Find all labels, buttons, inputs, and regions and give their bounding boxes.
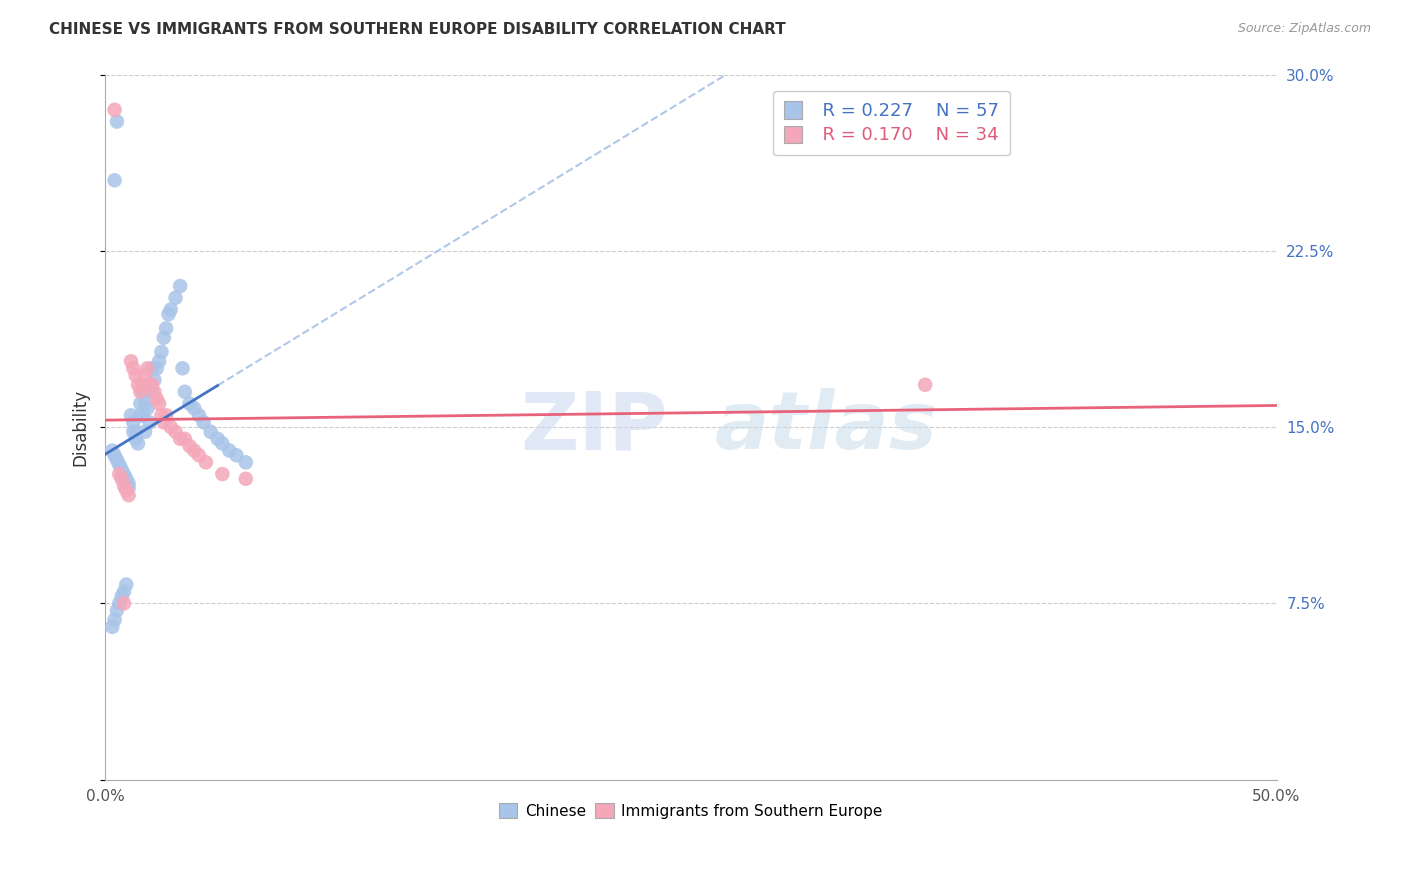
- Y-axis label: Disability: Disability: [72, 389, 89, 466]
- Point: [136, 384, 159, 399]
- Point: [172, 361, 194, 376]
- Point: [187, 409, 209, 423]
- Point: [194, 455, 217, 469]
- Point: [169, 279, 191, 293]
- Point: [108, 596, 131, 610]
- Point: [914, 377, 936, 392]
- Point: [235, 472, 257, 486]
- Point: [138, 416, 160, 430]
- Point: [122, 425, 145, 439]
- Point: [155, 409, 177, 423]
- Point: [157, 307, 180, 321]
- Point: [159, 302, 181, 317]
- Point: [200, 425, 222, 439]
- Text: CHINESE VS IMMIGRANTS FROM SOUTHERN EUROPE DISABILITY CORRELATION CHART: CHINESE VS IMMIGRANTS FROM SOUTHERN EURO…: [49, 22, 786, 37]
- Point: [136, 361, 159, 376]
- Point: [183, 401, 205, 416]
- Point: [235, 455, 257, 469]
- Point: [131, 384, 153, 399]
- Point: [145, 361, 167, 376]
- Point: [134, 396, 156, 410]
- Point: [148, 396, 170, 410]
- Text: ZIP: ZIP: [520, 388, 668, 466]
- Point: [183, 443, 205, 458]
- Point: [207, 432, 229, 446]
- Point: [152, 416, 174, 430]
- Point: [108, 467, 131, 481]
- Point: [152, 331, 174, 345]
- Point: [115, 472, 138, 486]
- Point: [193, 416, 215, 430]
- Point: [117, 476, 139, 491]
- Point: [124, 425, 146, 439]
- Point: [141, 377, 163, 392]
- Point: [159, 420, 181, 434]
- Point: [120, 354, 142, 368]
- Point: [101, 620, 124, 634]
- Point: [117, 481, 139, 495]
- Point: [150, 409, 173, 423]
- Point: [117, 488, 139, 502]
- Point: [101, 443, 124, 458]
- Point: [225, 448, 247, 462]
- Point: [138, 377, 160, 392]
- Point: [131, 409, 153, 423]
- Point: [145, 392, 167, 406]
- Point: [103, 103, 125, 117]
- Point: [115, 483, 138, 498]
- Point: [143, 384, 166, 399]
- Point: [134, 425, 156, 439]
- Point: [173, 432, 195, 446]
- Point: [110, 472, 132, 486]
- Point: [143, 373, 166, 387]
- Point: [108, 458, 131, 472]
- Point: [122, 416, 145, 430]
- Point: [112, 479, 135, 493]
- Point: [141, 384, 163, 399]
- Point: [120, 409, 142, 423]
- Point: [105, 114, 128, 128]
- Point: [103, 613, 125, 627]
- Text: atlas: atlas: [714, 388, 936, 466]
- Point: [211, 467, 233, 481]
- Point: [179, 396, 201, 410]
- Point: [150, 344, 173, 359]
- Point: [112, 596, 135, 610]
- Point: [103, 173, 125, 187]
- Point: [105, 453, 128, 467]
- Point: [165, 291, 187, 305]
- Point: [129, 384, 152, 399]
- Point: [179, 439, 201, 453]
- Point: [136, 401, 159, 416]
- Point: [124, 432, 146, 446]
- Point: [127, 377, 149, 392]
- Point: [211, 436, 233, 450]
- Point: [129, 396, 152, 410]
- Point: [112, 467, 135, 481]
- Point: [129, 409, 152, 423]
- Point: [110, 589, 132, 603]
- Point: [155, 321, 177, 335]
- Point: [110, 462, 132, 476]
- Point: [165, 425, 187, 439]
- Point: [134, 368, 156, 383]
- Point: [187, 448, 209, 462]
- Point: [105, 603, 128, 617]
- Point: [148, 354, 170, 368]
- Point: [103, 448, 125, 462]
- Point: [122, 361, 145, 376]
- Text: Source: ZipAtlas.com: Source: ZipAtlas.com: [1237, 22, 1371, 36]
- Point: [169, 432, 191, 446]
- Point: [218, 443, 240, 458]
- Point: [124, 368, 146, 383]
- Point: [141, 361, 163, 376]
- Legend: Chinese, Immigrants from Southern Europe: Chinese, Immigrants from Southern Europe: [494, 797, 889, 825]
- Point: [131, 377, 153, 392]
- Point: [115, 577, 138, 591]
- Point: [173, 384, 195, 399]
- Point: [112, 584, 135, 599]
- Point: [127, 436, 149, 450]
